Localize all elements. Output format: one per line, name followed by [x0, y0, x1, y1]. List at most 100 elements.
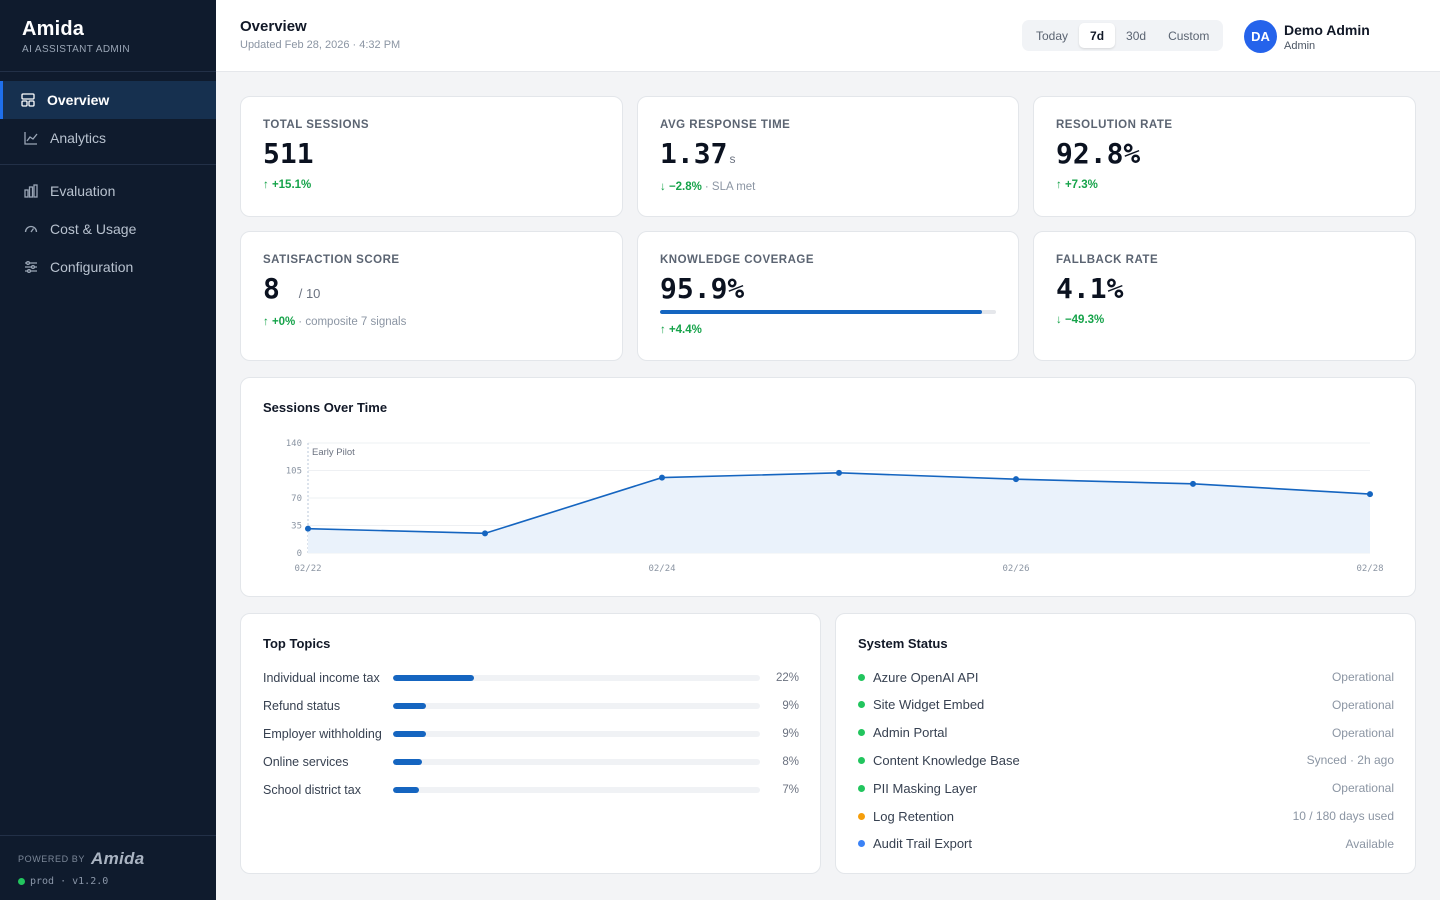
status-dot [858, 701, 865, 709]
x-tick-label: 02/26 [1002, 564, 1029, 574]
status-row: Admin Portal Operational [858, 723, 1394, 743]
status-row: Content Knowledge Base Synced · 2h ago [858, 750, 1394, 770]
sidebar-item-overview[interactable]: Overview [0, 81, 216, 119]
brand-name: Amida [22, 18, 85, 40]
service-name: Audit Trail Export [873, 836, 972, 852]
topic-bar-fill [393, 675, 474, 681]
status-row: Azure OpenAI API Operational [858, 667, 1394, 687]
y-tick-label: 140 [286, 439, 302, 449]
kpi-label: TOTAL SESSIONS [263, 119, 370, 131]
kpi-value: 92.8% [1056, 137, 1141, 170]
sessions-chart-card: Sessions Over Time 0 35 70 105 140 Early Pilo… [240, 377, 1416, 597]
page-header: Overview Updated Feb 28, 2026 · 4:32 PM … [216, 0, 1440, 72]
avatar[interactable]: DA [1244, 20, 1277, 53]
coverage-progress-bar [660, 310, 996, 314]
sidebar-item-cost-usage[interactable]: Cost & Usage [0, 210, 216, 248]
brand-subtitle: AI ASSISTANT ADMIN [22, 44, 130, 55]
sidebar-item-configuration[interactable]: Configuration [0, 248, 216, 286]
kpi-delta: ↑ +15.1% [263, 179, 312, 191]
bar-columns-icon [23, 184, 38, 199]
kpi-delta-wrap: ↑ +0% · composite 7 signals [263, 316, 406, 328]
status-dot [858, 840, 865, 848]
kpi-card-total-sessions: TOTAL SESSIONS 511 ↑ +15.1% [240, 96, 623, 217]
kpi-value: 511 [263, 137, 314, 170]
user-name[interactable]: Demo Admin [1284, 22, 1370, 38]
status-dot [858, 784, 865, 792]
environment-indicator: prod · v1.2.0 [18, 876, 198, 887]
range-7d-button[interactable]: 7d [1079, 23, 1116, 48]
topic-bar [393, 787, 760, 793]
topic-row: Individual income tax 22% [263, 668, 799, 688]
top-topics-title: Top Topics [263, 636, 331, 651]
kpi-value-wrap: 8 / 10 [263, 272, 320, 305]
data-point [1367, 491, 1373, 498]
kpi-card-resolution-rate: RESOLUTION RATE 92.8% ↑ +7.3% [1033, 96, 1416, 217]
powered-by: POWERED BY Amida [18, 849, 198, 869]
topic-name: Individual income tax [263, 671, 380, 685]
sidebar-item-analytics[interactable]: Analytics [0, 119, 216, 157]
topic-bar-fill [393, 731, 427, 737]
service-name: Log Retention [873, 808, 954, 824]
service-name: Admin Portal [873, 725, 948, 741]
sidebar-item-evaluation[interactable]: Evaluation [0, 172, 216, 210]
gauge-icon [23, 222, 38, 237]
range-custom-button[interactable]: Custom [1168, 28, 1210, 43]
status-row: Log Retention 10 / 180 days used [858, 806, 1394, 826]
kpi-delta: ↓ −49.3% [1056, 314, 1105, 326]
status-dot [858, 673, 865, 681]
kpi-delta: ↓ −2.8% [660, 181, 702, 193]
range-30d-button[interactable]: 30d [1126, 28, 1147, 43]
topic-percent: 22% [775, 672, 799, 684]
service-status: Operational [1331, 670, 1394, 684]
user-role: Admin [1284, 40, 1316, 52]
sidebar-item-label: Configuration [50, 259, 134, 275]
sessions-area [308, 472, 1370, 553]
service-status: Operational [1331, 725, 1394, 740]
topic-bar [393, 703, 760, 709]
service-name: Azure OpenAI API [873, 669, 979, 685]
kpi-delta: ↑ +0% [263, 316, 296, 328]
topic-bar [393, 675, 760, 681]
sessions-chart: 0 35 70 105 140 Early Pilot 02/22 02/24 02/26 02/… [286, 439, 1384, 574]
kpi-label: AVG RESPONSE TIME [660, 119, 791, 131]
kpi-label: KNOWLEDGE COVERAGE [660, 254, 815, 266]
data-point [1190, 480, 1196, 487]
service-status: Available [1345, 836, 1394, 851]
topic-row: Online services 8% [263, 752, 799, 772]
kpi-value: 8 [263, 272, 280, 305]
kpi-delta-wrap: ↓ −2.8% · SLA met [660, 181, 755, 193]
sidebar-item-label: Overview [47, 92, 110, 108]
topic-bar [393, 759, 760, 765]
service-status: Synced · 2h ago [1306, 753, 1394, 768]
env-status-dot [18, 878, 25, 885]
data-point [659, 474, 665, 481]
kpi-label: FALLBACK RATE [1056, 254, 1159, 266]
service-name: Content Knowledge Base [873, 752, 1020, 768]
topic-bar-fill [393, 759, 423, 765]
service-name: PII Masking Layer [873, 780, 978, 796]
powered-by-label: POWERED BY [18, 854, 86, 864]
kpi-delta: ↑ +7.3% [1056, 179, 1098, 191]
kpi-suffix: / 10 [298, 286, 321, 301]
sidebar-item-label: Analytics [50, 130, 107, 146]
status-dot [858, 756, 865, 764]
kpi-delta: ↑ +4.4% [660, 324, 702, 336]
topic-name: Online services [263, 755, 349, 769]
y-tick-label: 105 [286, 467, 302, 477]
data-point [1013, 476, 1019, 483]
topic-bar-fill [393, 787, 419, 793]
topic-name: Employer withholding [263, 727, 382, 741]
amida-logo: Amida [91, 849, 145, 868]
sidebar-footer: POWERED BY Amida prod · v1.2.0 [0, 835, 216, 900]
env-version: prod · v1.2.0 [30, 876, 109, 887]
topic-row: Employer withholding 9% [263, 724, 799, 744]
system-status-card: System Status Azure OpenAI API Operationa… [835, 613, 1416, 874]
topic-bar [393, 731, 760, 737]
sidebar-item-label: Cost & Usage [50, 221, 137, 237]
kpi-card-satisfaction-score: SATISFACTION SCORE 8 / 10 ↑ +0% · composi… [240, 231, 623, 361]
kpi-unit: s [729, 152, 736, 166]
range-today-button[interactable]: Today [1036, 28, 1069, 43]
coverage-progress-fill [660, 310, 983, 314]
kpi-card-avg-response-time: AVG RESPONSE TIME 1.37 s ↓ −2.8% · SLA met [637, 96, 1019, 217]
service-name: Site Widget Embed [873, 697, 985, 713]
